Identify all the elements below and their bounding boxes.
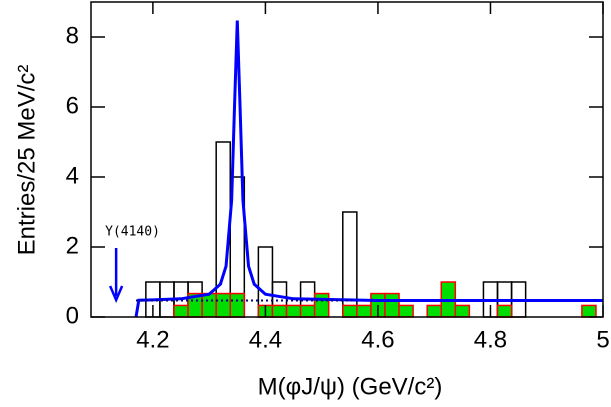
histogram-bar [271,304,288,318]
x-tick-label: 4.2 [136,326,169,353]
x-tick-label: 5 [596,326,609,353]
x-tick-label: 4.8 [474,326,507,353]
histogram-bar [398,304,414,318]
histogram-bar [342,304,358,318]
y-tick-label: 0 [66,302,79,329]
y-tick-label: 6 [66,92,79,119]
histogram-bar [173,304,189,318]
x-tick-label: 4.6 [361,326,394,353]
histogram-bar [581,304,597,318]
histogram-bar [496,304,513,318]
x-tick-label: 4.4 [249,326,282,353]
histogram-bar [229,292,246,318]
annotation-label: Y(4140) [105,225,160,240]
y-tick-label: 8 [66,22,79,49]
y-tick-label: 4 [66,162,79,189]
plot-frame [90,1,604,318]
y-tick-label: 2 [66,232,79,259]
histogram-bar [454,304,471,318]
annotation-arrowhead [108,285,124,304]
histogram-bar [313,292,330,318]
histogram-bar [285,304,302,318]
histogram-bar [215,292,232,318]
histogram-bar [356,304,372,318]
histogram-bar [299,304,316,318]
histogram-bar [426,304,442,318]
histogram-bar [201,292,217,318]
x-axis-label: M(φJ/ψ) (GeV/c²) [258,373,443,400]
histogram-bar [384,292,400,318]
fit-curve [134,20,603,318]
y-axis-label: Entries/25 MeV/c² [13,65,40,256]
